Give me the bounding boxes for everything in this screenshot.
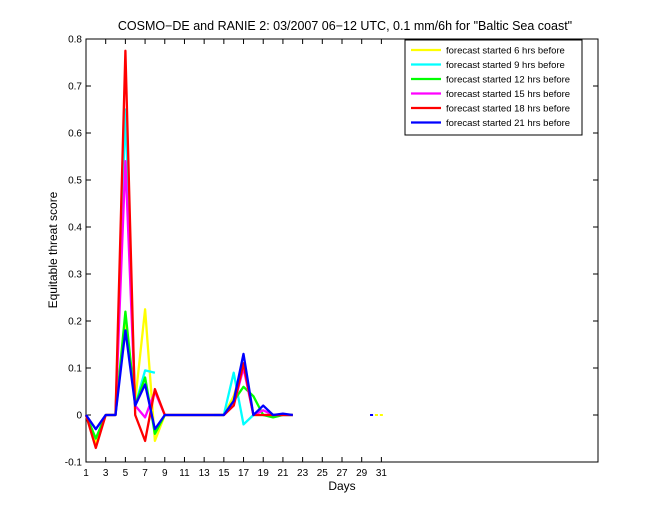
series-line <box>85 329 293 431</box>
x-tick-label: 13 <box>199 468 211 479</box>
x-tick-label: 15 <box>218 468 230 479</box>
x-tick-label: 19 <box>258 468 270 479</box>
y-tick-label: 0.3 <box>68 270 82 281</box>
series-layer <box>84 49 383 450</box>
legend-label: forecast started 15 hrs before <box>446 89 570 100</box>
legend-entry: forecast started 6 hrs before <box>411 46 565 57</box>
legend-label: forecast started 6 hrs before <box>446 46 565 57</box>
x-tick-label: 9 <box>162 468 168 479</box>
y-tick-label: 0 <box>76 411 82 422</box>
x-tick-label: 29 <box>356 468 368 479</box>
x-tick-label: 31 <box>376 468 388 479</box>
x-tick-label: 3 <box>103 468 109 479</box>
legend-label: forecast started 12 hrs before <box>446 75 570 86</box>
x-tick-label: 27 <box>336 468 348 479</box>
y-axis-label: Equitable threat score <box>46 191 60 308</box>
y-axis-ticks: -0.1 0 0.1 0.2 0.3 0.4 0.5 0.6 0.7 0.8 <box>65 35 598 469</box>
legend-entry: forecast started 18 hrs before <box>411 104 570 115</box>
y-tick-label: 0.2 <box>68 317 82 328</box>
y-tick-label: 0.7 <box>68 82 82 93</box>
x-axis-ticks: 1 3 5 7 9 11 13 15 17 19 21 23 25 27 29 31 <box>83 39 387 479</box>
x-tick-label: 25 <box>317 468 329 479</box>
y-tick-label: 0.8 <box>68 35 82 46</box>
legend-entry: forecast started 21 hrs before <box>411 118 570 129</box>
legend-entry: forecast started 9 hrs before <box>411 60 565 71</box>
x-tick-label: 1 <box>83 468 89 479</box>
series-6 <box>85 329 374 431</box>
legend-box <box>404 39 583 136</box>
x-tick-label: 7 <box>142 468 148 479</box>
legend-entry: forecast started 15 hrs before <box>411 89 570 100</box>
x-tick-label: 21 <box>277 468 289 479</box>
legend-label: forecast started 18 hrs before <box>446 104 570 115</box>
chart-title: COSMO−DE and RANIE 2: 03/2007 06−12 UTC,… <box>118 19 572 33</box>
y-tick-label: 0.6 <box>68 129 82 140</box>
legend-entry: forecast started 12 hrs before <box>411 75 570 86</box>
x-axis-label: Days <box>328 479 355 493</box>
x-tick-label: 5 <box>123 468 129 479</box>
y-tick-label: 0.5 <box>68 176 82 187</box>
y-tick-label: -0.1 <box>65 458 83 469</box>
x-tick-label: 17 <box>238 468 250 479</box>
legend-label: forecast started 9 hrs before <box>446 60 565 71</box>
x-tick-label: 11 <box>179 468 190 479</box>
x-tick-label: 23 <box>297 468 309 479</box>
y-tick-label: 0.1 <box>68 364 82 375</box>
legend: forecast started 6 hrs before forecast st… <box>404 39 583 136</box>
legend-label: forecast started 21 hrs before <box>446 118 570 129</box>
y-tick-label: 0.4 <box>68 223 82 234</box>
